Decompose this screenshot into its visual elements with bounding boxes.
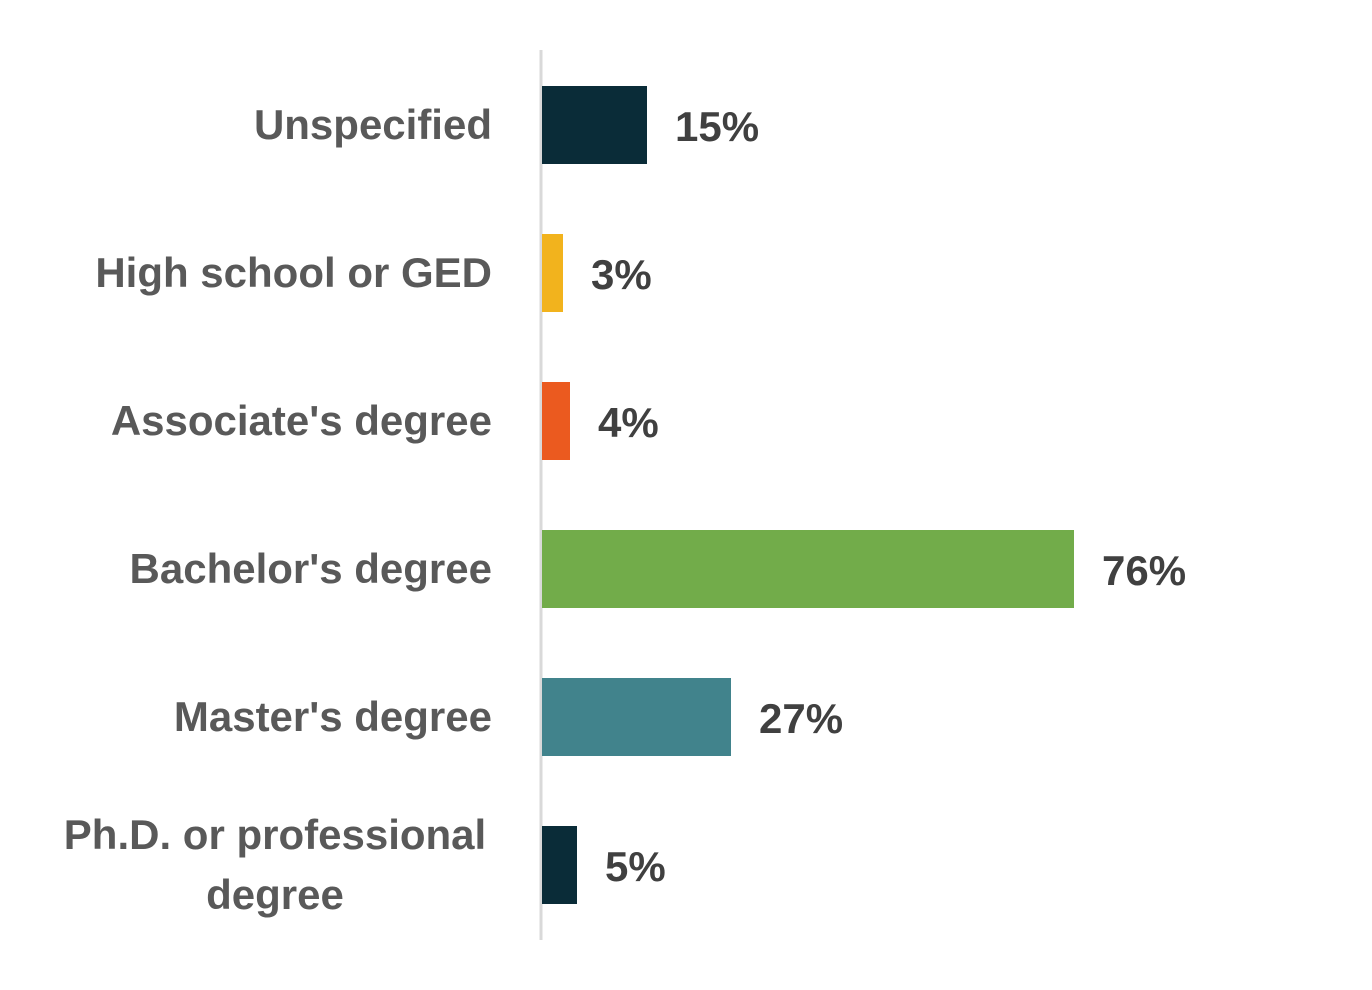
bar-4: [542, 678, 731, 756]
category-label-3: Bachelor's degree: [130, 545, 492, 592]
category-label-line: degree: [206, 871, 344, 918]
bar-0: [542, 86, 647, 164]
value-label-3: 76%: [1102, 547, 1186, 594]
value-label-1: 3%: [591, 251, 652, 298]
value-labels-group: 15% 3% 4% 76% 27% 5%: [591, 103, 1186, 890]
category-label-5: Ph.D. or professional degree: [64, 811, 486, 918]
category-label-line: Ph.D. or professional: [64, 811, 486, 858]
bar-3: [542, 530, 1074, 608]
category-label-1: High school or GED: [95, 249, 492, 296]
category-label-line: Unspecified: [254, 101, 492, 148]
value-label-4: 27%: [759, 695, 843, 742]
category-labels-group: Unspecified High school or GED Associate's…: [64, 101, 492, 918]
bar-2: [542, 382, 570, 460]
bar-5: [542, 826, 577, 904]
value-label-2: 4%: [598, 399, 659, 446]
category-label-line: Bachelor's degree: [130, 545, 492, 592]
category-label-line: Associate's degree: [111, 397, 492, 444]
value-label-0: 15%: [675, 103, 759, 150]
category-label-2: Associate's degree: [111, 397, 492, 444]
bars-group: [542, 86, 1074, 904]
category-label-line: Master's degree: [174, 693, 492, 740]
bar-1: [542, 234, 563, 312]
category-label-4: Master's degree: [174, 693, 492, 740]
category-label-line: High school or GED: [95, 249, 492, 296]
category-label-0: Unspecified: [254, 101, 492, 148]
value-label-5: 5%: [605, 843, 666, 890]
